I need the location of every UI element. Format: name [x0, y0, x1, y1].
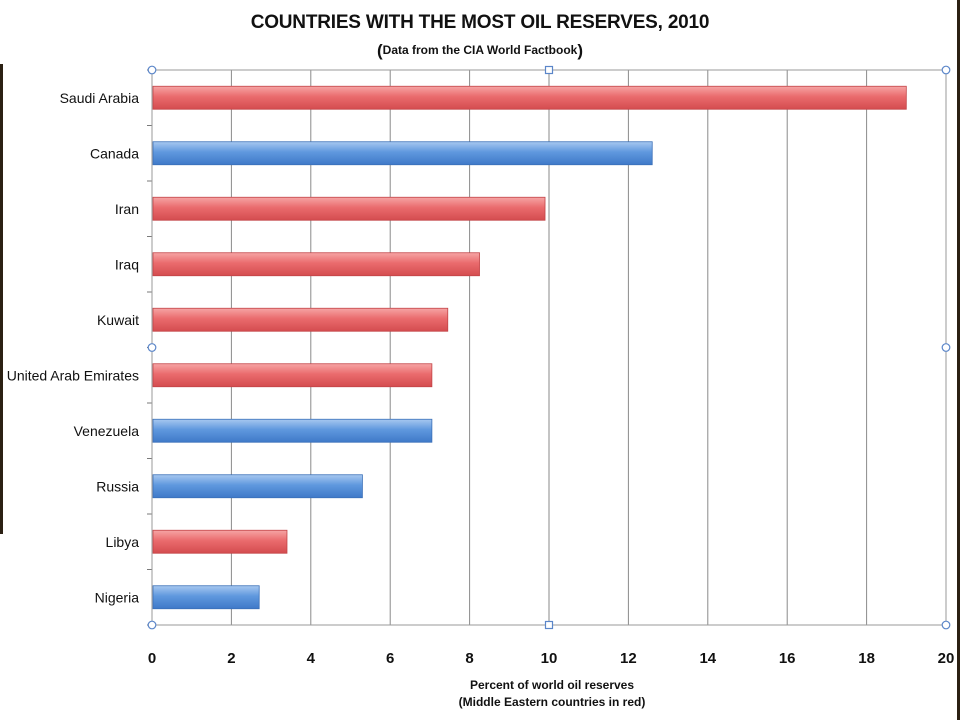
x-tick-label: 10	[541, 650, 558, 667]
resize-handle[interactable]	[941, 620, 951, 630]
category-label: Iran	[115, 201, 139, 217]
bar	[152, 585, 260, 610]
resize-handle[interactable]	[147, 620, 157, 630]
bar	[152, 307, 449, 332]
category-label: Nigeria	[95, 589, 140, 605]
x-tick-label: 2	[227, 650, 235, 667]
bar	[152, 85, 907, 110]
category-labels: Saudi Arabia Canada Iran Iraq Kuwait United A…	[7, 90, 140, 606]
category-label: Iraq	[115, 256, 139, 272]
category-label: Saudi Arabia	[60, 90, 140, 106]
bar	[152, 363, 433, 388]
bars	[152, 85, 907, 610]
bar	[152, 474, 363, 499]
resize-handle[interactable]	[147, 65, 157, 75]
category-label: Russia	[96, 478, 139, 494]
category-label: Canada	[90, 145, 139, 161]
chart-subtitle-text: Data from the CIA World Factbook	[382, 43, 578, 57]
category-label: United Arab Emirates	[7, 367, 139, 383]
resize-handle[interactable]	[941, 343, 951, 352]
x-axis-label-line2: (Middle Eastern countries in red)	[458, 695, 646, 709]
x-tick-label: 18	[858, 650, 875, 667]
x-axis-label: Percent of world oil reserves (Middle Ea…	[352, 677, 752, 711]
resize-handle[interactable]	[941, 65, 951, 75]
x-tick-label: 16	[779, 650, 796, 667]
bar	[152, 418, 433, 443]
x-tick-label: 12	[620, 650, 637, 667]
resize-handle[interactable]	[147, 343, 157, 352]
x-tick-label: 14	[699, 650, 716, 667]
x-tick-label: 20	[938, 650, 955, 667]
x-tick-labels: 0 2 4 6 8 10 12 14 16 18 20	[148, 650, 955, 667]
resize-handle[interactable]	[544, 620, 554, 630]
category-label: Libya	[106, 534, 140, 550]
x-axis-label-line1: Percent of world oil reserves	[469, 678, 635, 692]
bar	[152, 252, 480, 277]
x-tick-label: 6	[386, 650, 394, 667]
bar	[152, 529, 288, 554]
right-edge-strip	[957, 0, 960, 720]
x-tick-label: 4	[307, 650, 316, 667]
x-tick-label: 0	[148, 650, 156, 667]
bar	[152, 141, 653, 166]
chart-title: COUNTRIES WITH THE MOST OIL RESERVES, 20…	[250, 12, 710, 33]
resize-handle[interactable]	[544, 65, 554, 75]
chart-subtitle: (Data from the CIA World Factbook)	[376, 41, 584, 60]
category-label: Venezuela	[74, 423, 140, 439]
selection-handles[interactable]	[147, 65, 951, 630]
category-label: Kuwait	[97, 312, 139, 328]
left-edge-strip	[0, 64, 3, 534]
x-tick-label: 8	[465, 650, 473, 667]
bar	[152, 196, 546, 221]
